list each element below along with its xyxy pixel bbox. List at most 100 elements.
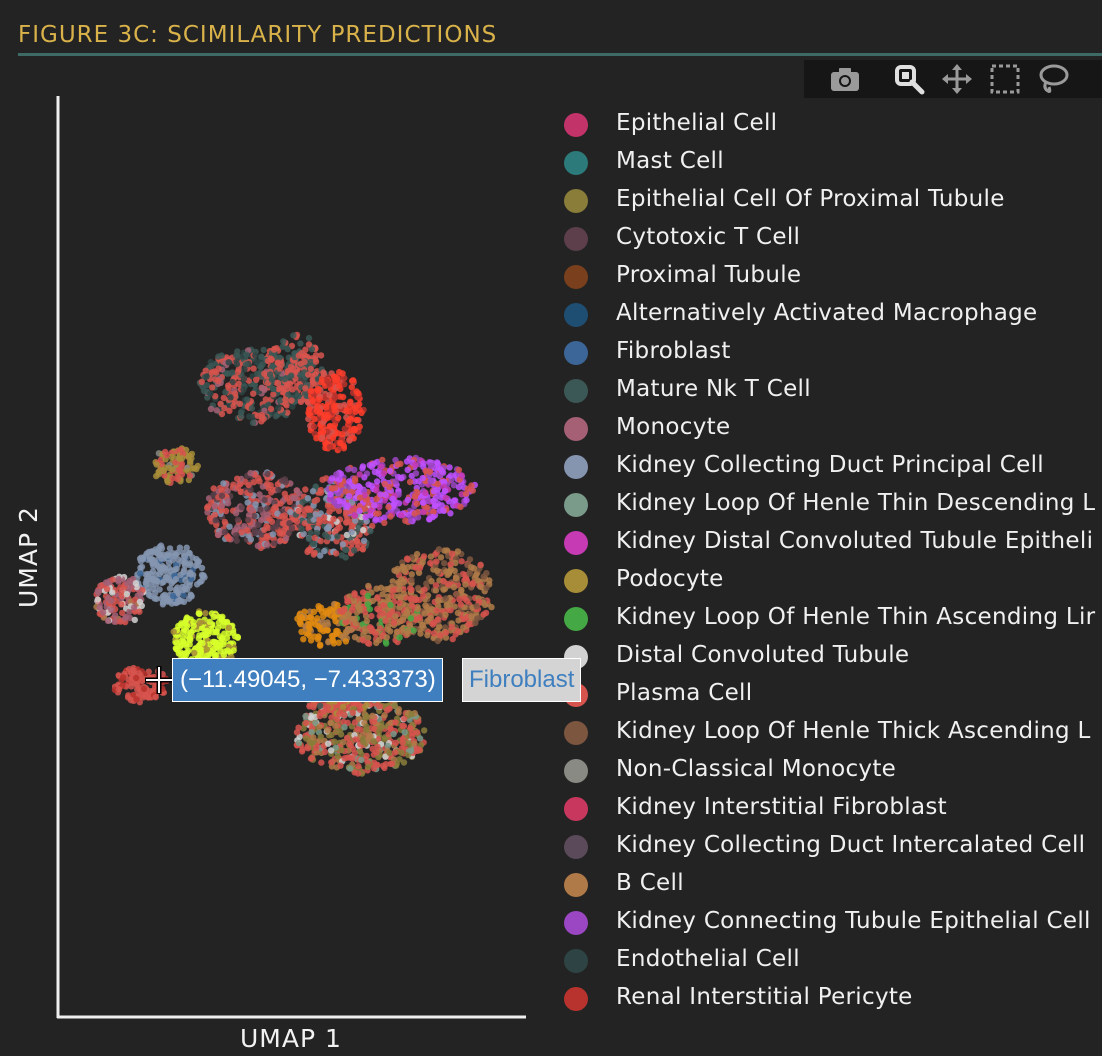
legend-item[interactable]: B Cell: [560, 866, 1102, 904]
scatter-point: [157, 542, 165, 549]
scatter-point: [339, 541, 346, 548]
scatter-point: [379, 610, 386, 617]
scatter-point: [346, 403, 353, 411]
scatter-point: [371, 725, 378, 733]
scatter-point: [342, 638, 350, 645]
scatter-point: [474, 577, 482, 584]
scatter-point: [334, 533, 341, 540]
box-select-icon[interactable]: [984, 60, 1024, 98]
scatter-point: [427, 478, 434, 485]
scatter-point: [298, 748, 306, 755]
legend-item[interactable]: Kidney Collecting Duct Intercalated Cell: [560, 828, 1102, 866]
legend-item[interactable]: Kidney Distal Convoluted Tubule Epitheli: [560, 524, 1102, 562]
scatter-point: [441, 487, 449, 495]
legend-item[interactable]: Kidney Interstitial Fibroblast: [560, 790, 1102, 828]
scatter-point: [382, 761, 390, 768]
scatter-point: [431, 502, 439, 509]
scatter-point: [311, 549, 318, 557]
scatter-point: [279, 530, 286, 538]
camera-icon[interactable]: [824, 60, 864, 98]
legend-label: Podocyte: [616, 566, 724, 592]
legend-item[interactable]: Podocyte: [560, 562, 1102, 600]
legend-item[interactable]: Alternatively Activated Macrophage: [560, 296, 1102, 334]
scatter-point: [404, 466, 411, 474]
scatter-point: [203, 646, 210, 653]
scatter-point: [365, 640, 373, 647]
legend-item[interactable]: Kidney Collecting Duct Principal Cell: [560, 448, 1102, 486]
scatter-point: [408, 571, 415, 578]
scatter-point: [387, 513, 394, 520]
scatter-point: [274, 481, 281, 488]
legend-item[interactable]: Distal Convoluted Tubule: [560, 638, 1102, 676]
scatter-point: [374, 743, 381, 751]
scatter-point: [450, 497, 458, 504]
scatter-point: [380, 602, 387, 609]
legend-item[interactable]: Monocyte: [560, 410, 1102, 448]
hover-cell-type: Fibroblast: [462, 658, 582, 702]
scatter-point: [164, 478, 171, 486]
scatter-point: [160, 578, 167, 586]
scatter-point: [160, 467, 167, 474]
scatter-point: [376, 636, 383, 644]
legend-label: Alternatively Activated Macrophage: [616, 300, 1038, 326]
pan-icon[interactable]: [936, 60, 976, 98]
legend-item[interactable]: Epithelial Cell Of Proximal Tubule: [560, 182, 1102, 220]
scatter-point: [264, 505, 271, 512]
x-axis-title: UMAP 1: [240, 1024, 342, 1053]
scatter-point: [317, 604, 325, 611]
scatter-point: [295, 739, 303, 747]
scatter-point: [413, 500, 421, 507]
lasso-select-icon[interactable]: [1032, 60, 1072, 98]
scatter-point: [353, 537, 360, 545]
legend-label: Cytotoxic T Cell: [616, 224, 801, 250]
legend-label: Epithelial Cell: [616, 110, 778, 136]
scatter-point: [432, 587, 440, 594]
scatter-point: [336, 497, 343, 504]
scatter-point: [354, 603, 362, 611]
scatter-point: [423, 604, 431, 611]
legend-item[interactable]: Kidney Loop Of Henle Thin Ascending Lir: [560, 600, 1102, 638]
scatter-point: [178, 620, 185, 627]
scatter-point: [453, 591, 460, 598]
legend-swatch: [564, 341, 588, 365]
legend-item[interactable]: Mature Nk T Cell: [560, 372, 1102, 410]
legend-item[interactable]: Endothelial Cell: [560, 942, 1102, 980]
scatter-point: [432, 582, 440, 589]
legend-label: Kidney Collecting Duct Intercalated Cell: [616, 832, 1086, 858]
scatter-point: [314, 387, 322, 394]
legend-item[interactable]: Proximal Tubule: [560, 258, 1102, 296]
scatter-point: [332, 722, 339, 730]
scatter-point: [310, 423, 318, 430]
scatter-point: [240, 375, 248, 382]
scatter-point: [198, 577, 205, 585]
legend-item[interactable]: Fibroblast: [560, 334, 1102, 372]
legend-item[interactable]: Cytotoxic T Cell: [560, 220, 1102, 258]
legend-item[interactable]: Plasma Cell: [560, 676, 1102, 714]
scatter-point: [268, 356, 275, 363]
legend-item[interactable]: Mast Cell: [560, 144, 1102, 182]
scatter-point: [351, 634, 359, 641]
scatter-point: [143, 576, 150, 584]
legend-item[interactable]: Kidney Loop Of Henle Thick Ascending L: [560, 714, 1102, 752]
scatter-point: [393, 568, 400, 575]
legend-item[interactable]: Renal Interstitial Pericyte: [560, 980, 1102, 1018]
scatter-point: [144, 693, 151, 700]
scatter-point: [145, 591, 153, 599]
legend-label: Fibroblast: [616, 338, 731, 364]
legend-item[interactable]: Kidney Loop Of Henle Thin Descending L: [560, 486, 1102, 524]
legend-label: Endothelial Cell: [616, 946, 800, 972]
scatter-point: [309, 377, 317, 385]
scatter-point: [282, 535, 290, 542]
scatter-point: [328, 475, 336, 482]
legend-item[interactable]: Kidney Connecting Tubule Epithelial Cell: [560, 904, 1102, 942]
scatter-point: [190, 618, 197, 626]
scatter-point: [234, 516, 242, 523]
scatter-point: [287, 508, 294, 516]
zoom-icon[interactable]: [888, 60, 928, 98]
legend-item[interactable]: Non-Classical Monocyte: [560, 752, 1102, 790]
scatter-point: [304, 495, 312, 502]
scatter-point: [320, 613, 327, 620]
scatter-point: [261, 496, 268, 504]
legend-item[interactable]: Epithelial Cell: [560, 106, 1102, 144]
